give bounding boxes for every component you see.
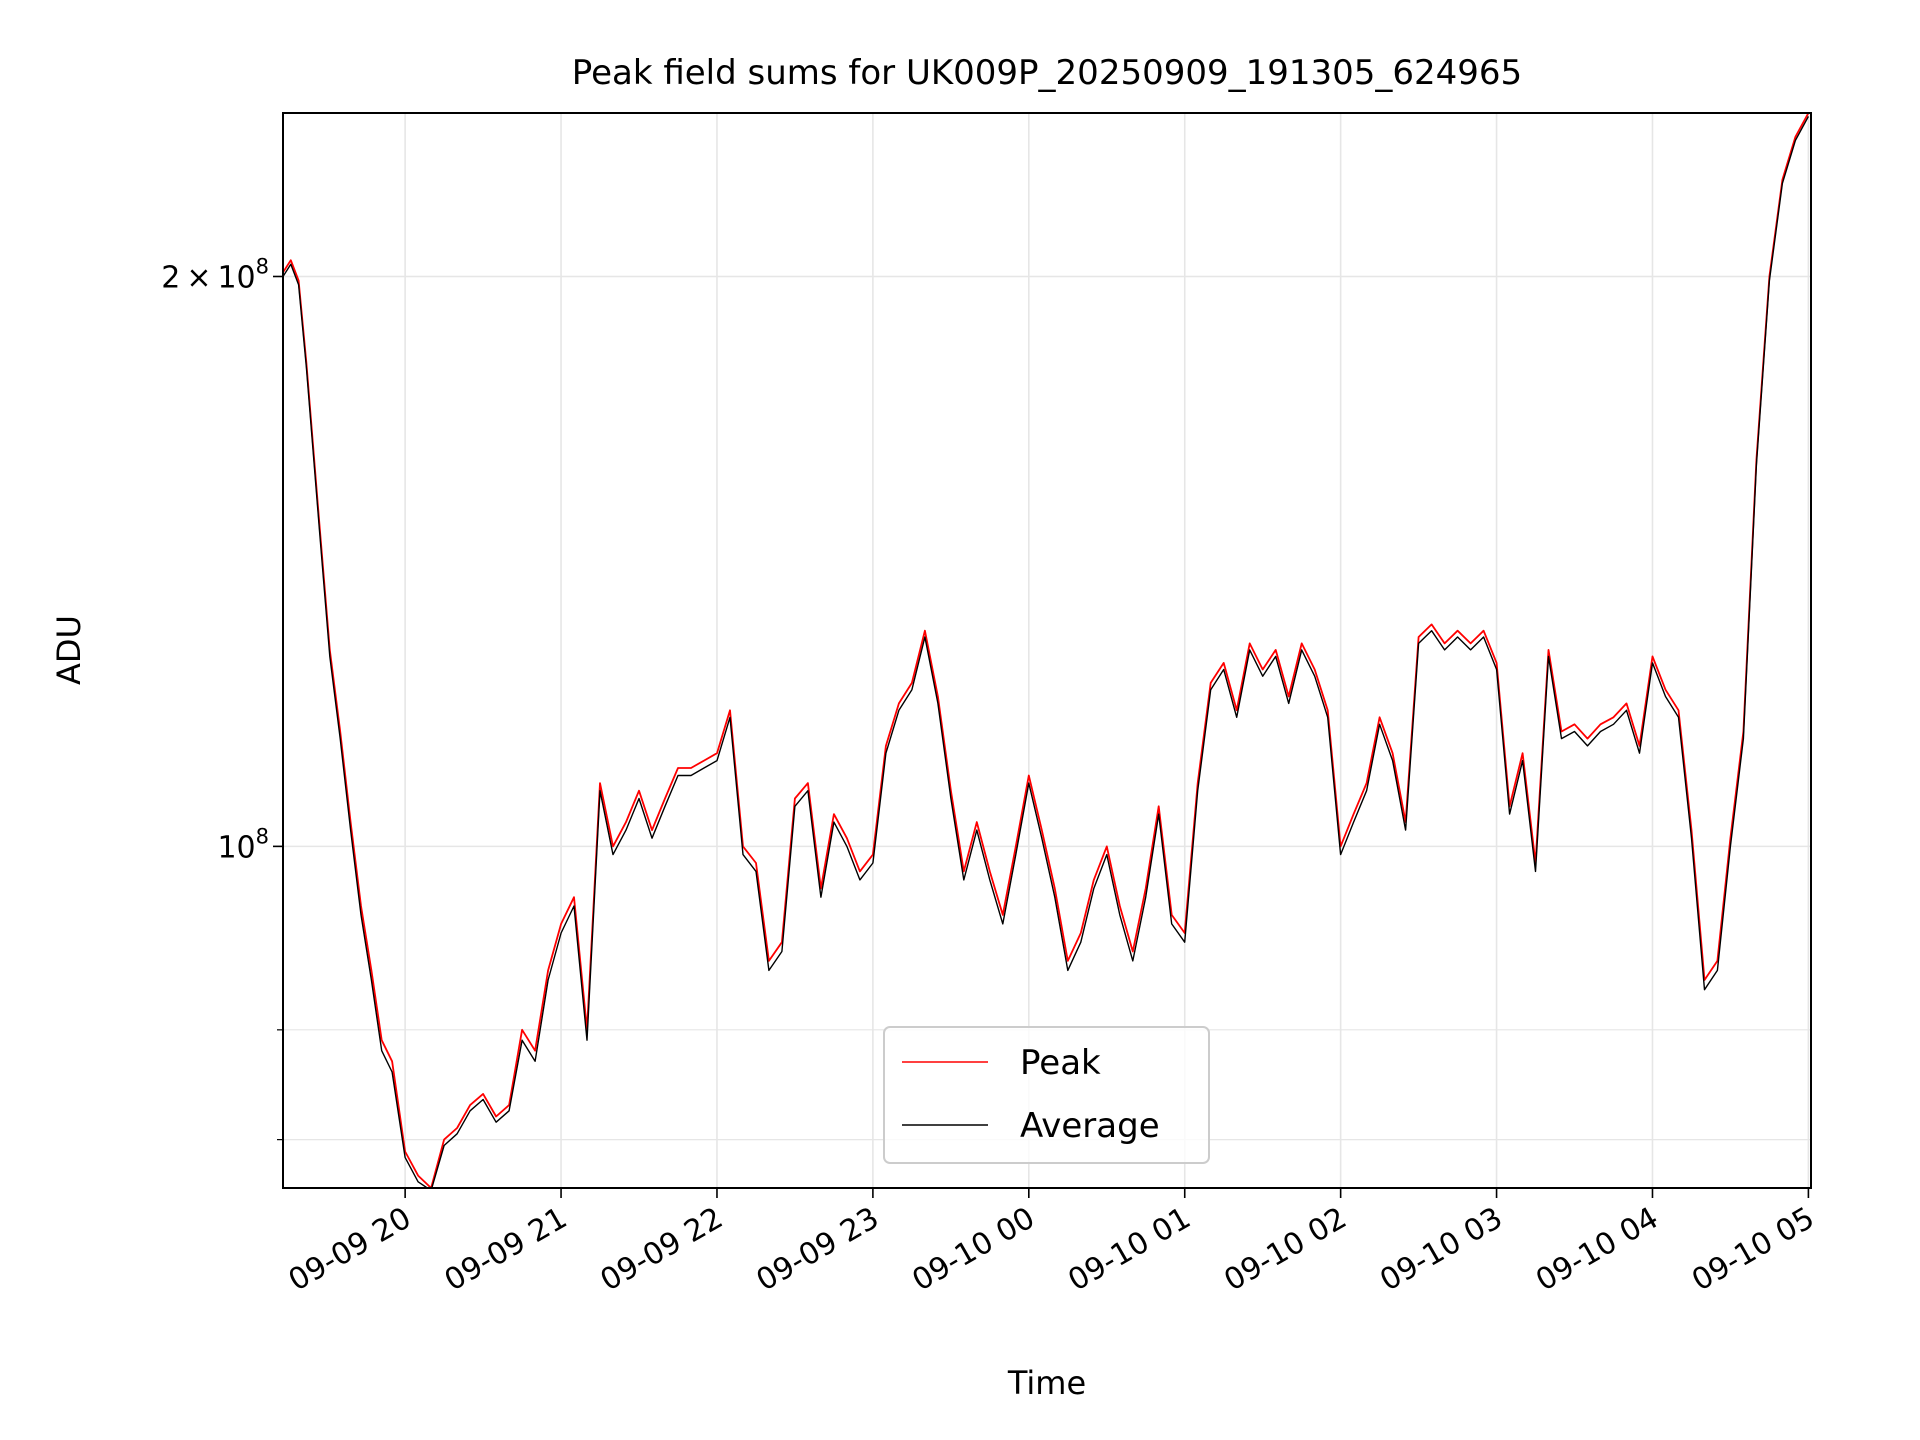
y-tick-label: 2 × 108: [161, 254, 269, 295]
series-line-average: [283, 116, 1810, 1188]
plot-area-frame: [282, 112, 1812, 1189]
legend-box: [883, 1026, 1210, 1164]
series-line-peak: [283, 113, 1810, 1188]
legend-label-peak: Peak: [1020, 1043, 1101, 1083]
chart-title: Peak field sums for UK009P_20250909_1913…: [572, 53, 1522, 93]
legend: Peak Average: [883, 1026, 1210, 1164]
y-axis-label: ADU: [50, 615, 88, 685]
legend-label-average: Average: [1020, 1106, 1160, 1146]
series-layer: [283, 113, 1810, 1188]
x-axis-label: Time: [1007, 1364, 1086, 1402]
